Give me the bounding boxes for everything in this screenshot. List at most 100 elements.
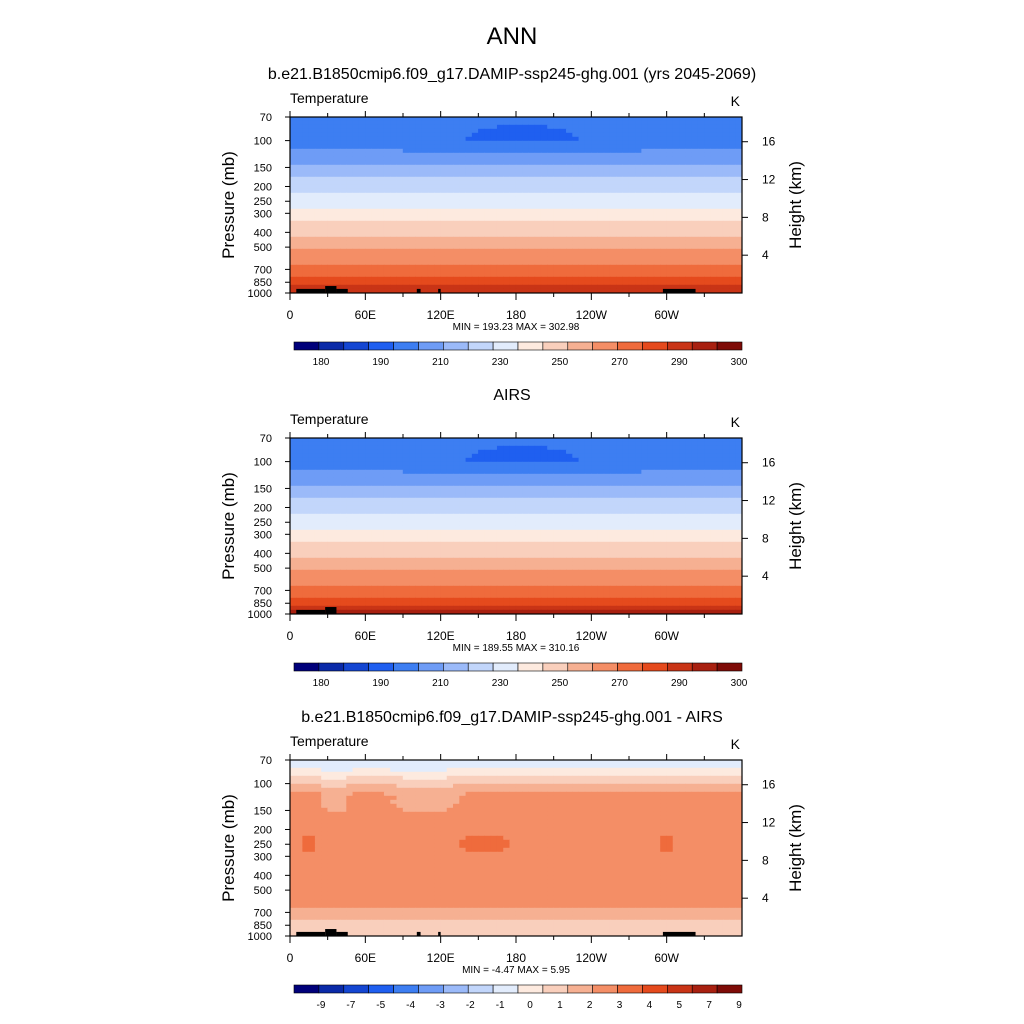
field-cell [383, 116, 391, 122]
field-cell [496, 244, 504, 250]
field-cell [396, 124, 404, 130]
field-cell [415, 204, 423, 210]
field-cell [302, 148, 310, 154]
field-cell [578, 481, 586, 487]
field-cell [641, 453, 649, 459]
field-cell [314, 124, 322, 130]
field-cell [647, 288, 655, 294]
field-cell [584, 521, 592, 527]
field-cell [465, 192, 473, 198]
field-cell [609, 140, 617, 146]
field-cell [666, 188, 674, 194]
field-cell [327, 465, 335, 471]
field-cell [503, 204, 511, 210]
field-cell [289, 136, 297, 142]
field-cell [352, 232, 360, 238]
field-cell [584, 513, 592, 519]
field-cell [421, 529, 429, 535]
field-cell [666, 184, 674, 190]
field-cell [553, 236, 561, 242]
field-cell [597, 469, 605, 475]
field-cell [672, 212, 680, 218]
field-cell [553, 152, 561, 158]
field-cell [415, 156, 423, 162]
field-cell [496, 465, 504, 471]
field-cell [672, 473, 680, 479]
field-cell [566, 521, 573, 527]
field-cell [603, 200, 611, 206]
field-cell [302, 232, 310, 238]
field-cell [440, 124, 448, 130]
field-cell [653, 160, 661, 166]
field-cell [603, 192, 611, 198]
field-cell [415, 481, 423, 487]
field-cell [566, 208, 573, 214]
field-cell [296, 461, 303, 467]
field-cell [578, 220, 586, 226]
field-cell [622, 176, 630, 182]
field-cell [409, 196, 416, 202]
field-cell [358, 461, 366, 467]
field-cell [515, 272, 523, 278]
field-cell [704, 236, 711, 242]
field-cell [427, 240, 435, 246]
field-cell [440, 529, 448, 535]
field-cell [484, 445, 492, 451]
field-cell [421, 224, 429, 230]
field-cell [584, 473, 592, 479]
field-cell [722, 505, 730, 511]
field-cell [553, 509, 561, 515]
field-cell [578, 457, 586, 463]
field-cell [547, 473, 554, 479]
field-cell [490, 529, 498, 535]
field-cell [591, 264, 598, 270]
field-cell [490, 509, 498, 515]
field-cell [704, 465, 711, 471]
field-cell [553, 477, 561, 483]
field-cell [321, 136, 328, 142]
field-cell [515, 176, 523, 182]
field-cell [622, 140, 630, 146]
field-cell [427, 236, 435, 242]
field-cell [396, 200, 404, 206]
field-cell [478, 441, 485, 447]
colorbar-box [343, 341, 369, 351]
field-cell [358, 489, 366, 495]
field-cell [697, 473, 705, 479]
field-cell [672, 192, 680, 198]
field-cell [515, 212, 523, 218]
field-cell [553, 489, 561, 495]
field-cell [647, 188, 655, 194]
field-cell [453, 445, 460, 451]
field-cell [321, 140, 328, 146]
field-cell [672, 236, 680, 242]
field-cell [446, 208, 454, 214]
field-cell [609, 473, 617, 479]
field-cell [453, 192, 460, 198]
field-cell [427, 489, 435, 495]
field-cell [453, 148, 460, 154]
field-cell [484, 244, 492, 250]
field-cell [691, 501, 699, 507]
field-cell [528, 240, 536, 246]
field-cell [672, 208, 680, 214]
field-cell [321, 240, 328, 246]
field-cell [340, 228, 347, 234]
field-cell [603, 469, 611, 475]
field-cell [553, 192, 561, 198]
field-cell [308, 457, 316, 463]
field-cell [465, 228, 473, 234]
field-cell [396, 441, 404, 447]
field-cell [635, 288, 642, 294]
field-cell [729, 485, 737, 491]
field-cell [440, 280, 448, 286]
field-cell [522, 184, 529, 190]
field-cell [722, 461, 730, 467]
field-cell [597, 184, 605, 190]
field-cell [446, 148, 454, 154]
field-cell [697, 224, 705, 230]
field-cell [302, 485, 310, 491]
field-cell [553, 228, 561, 234]
field-cell [716, 497, 724, 503]
field-cell [396, 529, 404, 535]
